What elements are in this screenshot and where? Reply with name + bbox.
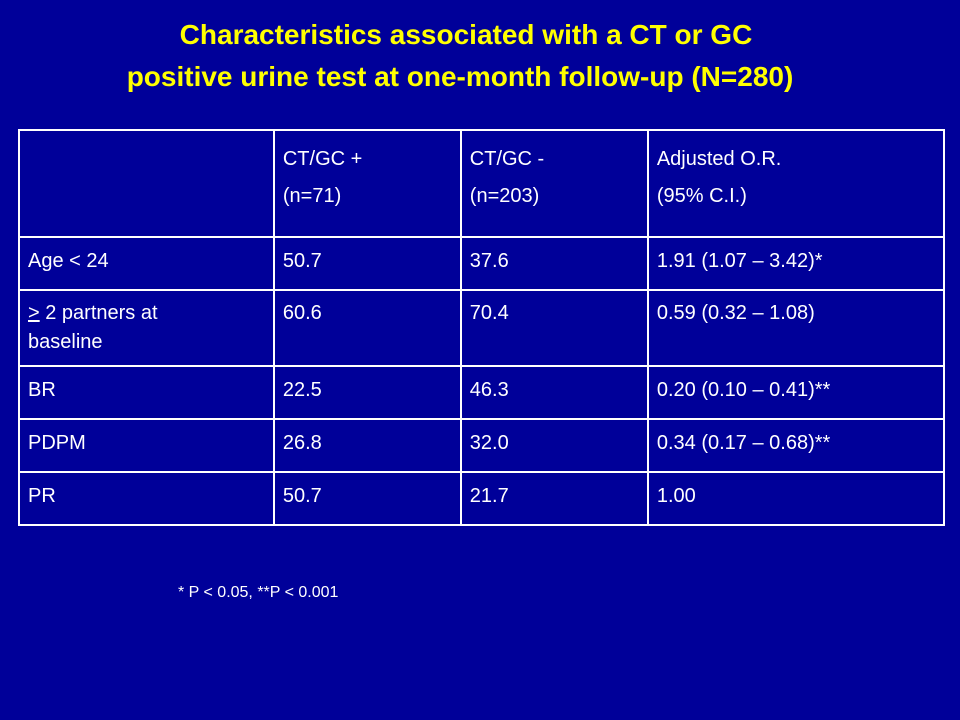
cell-ctgc-positive: 60.6 xyxy=(272,289,462,367)
cell-adjusted-or: 1.00 xyxy=(646,471,946,526)
header-cell-ctgc-positive: CT/GC + (n=71) xyxy=(272,129,462,238)
cell-adjusted-or: 1.91 (1.07 – 3.42)* xyxy=(646,236,946,291)
results-table: CT/GC + (n=71) CT/GC - (n=203) Adjusted … xyxy=(18,129,946,526)
cell-ctgc-negative: 21.7 xyxy=(459,471,649,526)
cell-ctgc-negative: 32.0 xyxy=(459,418,649,473)
cell-ctgc-negative: 37.6 xyxy=(459,236,649,291)
row-label-text: 2 partners at xyxy=(39,302,158,324)
cell-adjusted-or: 0.59 (0.32 – 1.08) xyxy=(646,289,946,367)
significance-footnote: * P < 0.05, **P < 0.001 xyxy=(178,584,339,601)
row-label-symbol: > xyxy=(28,302,40,324)
row-label: Age < 24 xyxy=(18,236,275,291)
row-label: > 2 partners at baseline xyxy=(18,289,275,367)
table-row: > 2 partners at baseline 60.6 70.4 0.59 (… xyxy=(18,289,946,367)
slide-title-line2: positive urine test at one-month follow-… xyxy=(126,61,794,92)
cell-ctgc-positive: 50.7 xyxy=(272,236,462,291)
header-cell-adjusted-or: Adjusted O.R. (95% C.I.) xyxy=(646,129,946,238)
header-ctgc-positive-label: CT/GC + xyxy=(282,148,363,170)
table-row: PR 50.7 21.7 1.00 xyxy=(18,471,946,526)
cell-ctgc-positive: 50.7 xyxy=(272,471,462,526)
row-label: BR xyxy=(18,365,275,420)
slide-title-line1: Characteristics associated with a CT or … xyxy=(179,19,753,50)
table-header-row: CT/GC + (n=71) CT/GC - (n=203) Adjusted … xyxy=(18,129,946,238)
table-row: PDPM 26.8 32.0 0.34 (0.17 – 0.68)** xyxy=(18,418,946,473)
header-ctgc-negative-label: CT/GC - xyxy=(469,148,545,170)
row-label: PR xyxy=(18,471,275,526)
header-cell-empty xyxy=(18,129,275,238)
table-row: Age < 24 50.7 37.6 1.91 (1.07 – 3.42)* xyxy=(18,236,946,291)
cell-adjusted-or: 0.20 (0.10 – 0.41)** xyxy=(646,365,946,420)
header-ctgc-positive-n: (n=71) xyxy=(282,185,342,207)
slide-title: Characteristics associated with a CT or … xyxy=(0,14,920,98)
cell-ctgc-positive: 26.8 xyxy=(272,418,462,473)
header-adjusted-or-label: Adjusted O.R. xyxy=(656,148,782,170)
cell-ctgc-negative: 70.4 xyxy=(459,289,649,367)
header-cell-ctgc-negative: CT/GC - (n=203) xyxy=(459,129,649,238)
header-adjusted-or-ci: (95% C.I.) xyxy=(656,185,747,207)
cell-ctgc-negative: 46.3 xyxy=(459,365,649,420)
row-label: PDPM xyxy=(18,418,275,473)
row-label-text-line2: baseline xyxy=(28,331,103,353)
cell-ctgc-positive: 22.5 xyxy=(272,365,462,420)
table-row: BR 22.5 46.3 0.20 (0.10 – 0.41)** xyxy=(18,365,946,420)
cell-adjusted-or: 0.34 (0.17 – 0.68)** xyxy=(646,418,946,473)
header-ctgc-negative-n: (n=203) xyxy=(469,185,540,207)
